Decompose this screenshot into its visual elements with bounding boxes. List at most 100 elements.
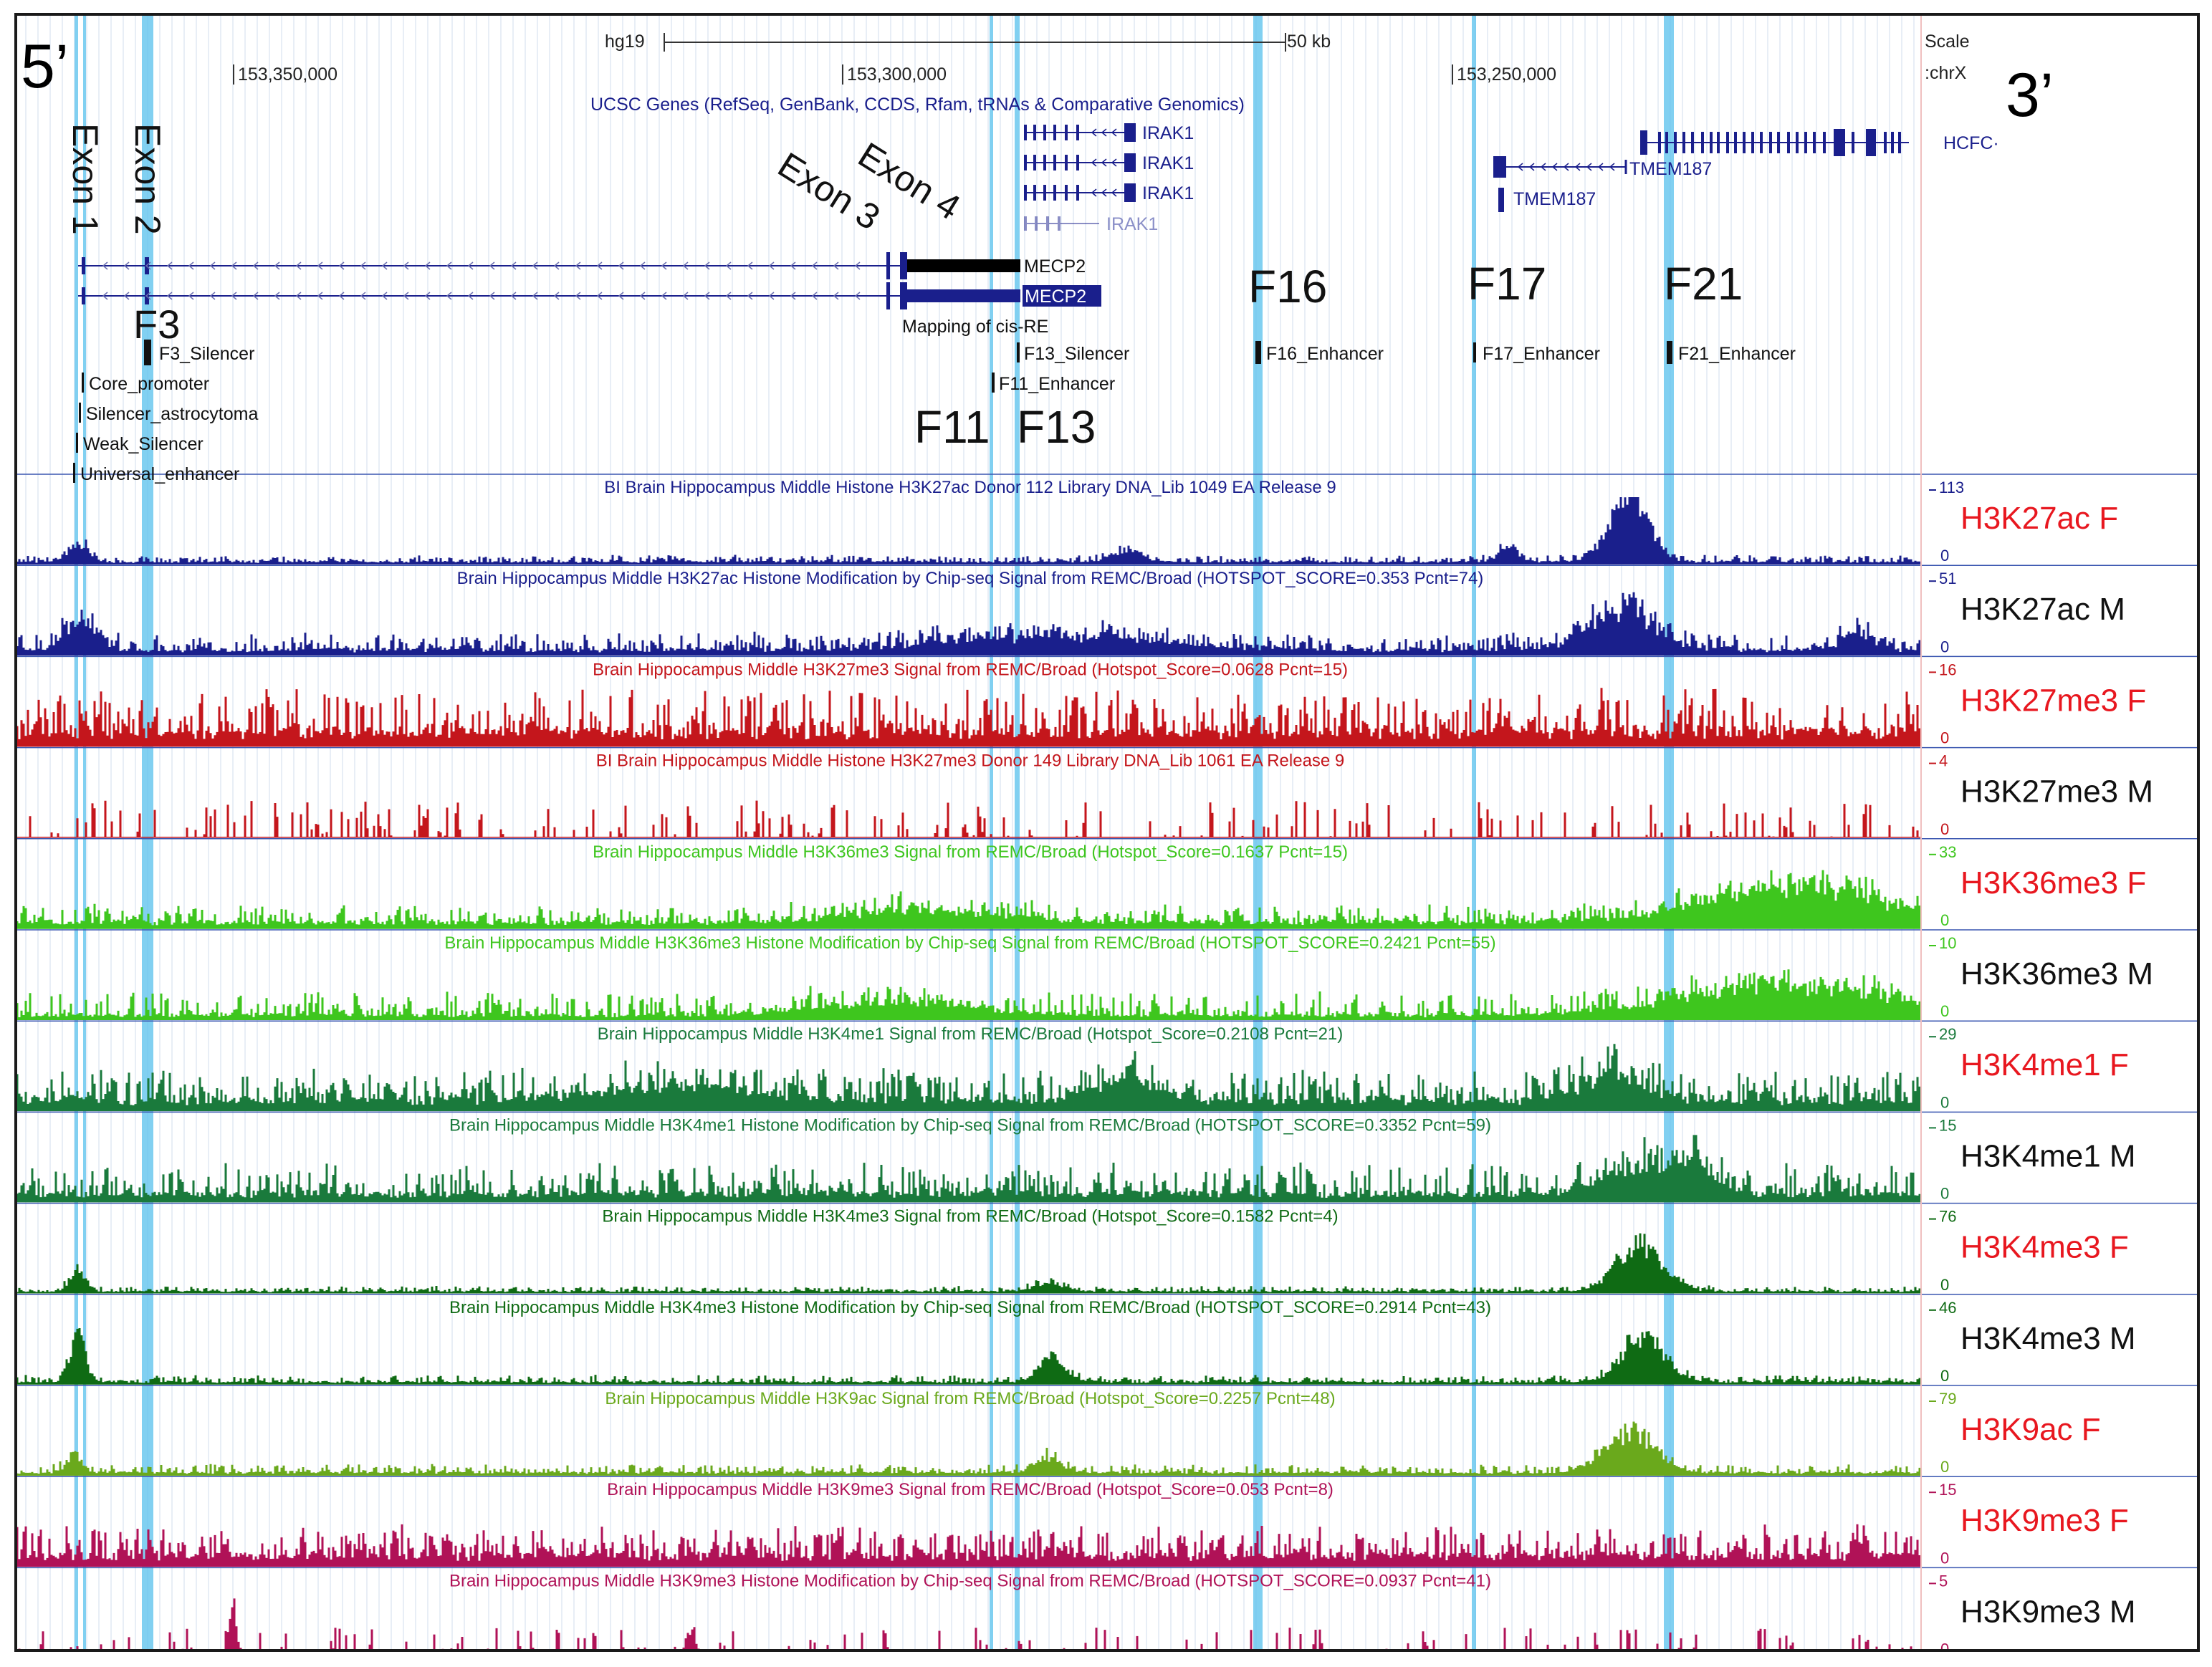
hcfc-label: HCFC·	[1943, 133, 1999, 153]
track-min-label: 0	[1940, 1185, 1949, 1203]
mecp2-transcripts	[78, 252, 1020, 309]
big-element-label: F13	[1017, 401, 1096, 453]
track-max-label: 5	[1939, 1572, 1948, 1590]
three-prime-label: 3’	[2006, 61, 2054, 130]
track-title: BI Brain Hippocampus Middle Histone H3K2…	[604, 478, 1336, 497]
cisre-label: Universal_enhancer	[80, 464, 239, 484]
track-side-label: H3K4me3 M	[1960, 1321, 2136, 1356]
track-title: Brain Hippocampus Middle H3K4me3 Signal …	[602, 1207, 1338, 1226]
track-title: BI Brain Hippocampus Middle Histone H3K2…	[596, 751, 1345, 771]
cisre-label: F16_Enhancer	[1266, 344, 1384, 364]
irak1-label: IRAK1	[1142, 123, 1194, 143]
track-max-label: 51	[1939, 570, 1956, 587]
irak1-transcript	[1024, 123, 1136, 142]
track-title: Brain Hippocampus Middle H3K36me3 Histon…	[444, 933, 1495, 953]
coord-label: 153,300,000	[847, 64, 947, 85]
track-min-label: 0	[1940, 1002, 1949, 1020]
track-max-label: 113	[1939, 479, 1964, 496]
region-highlight	[1664, 16, 1674, 1649]
track-side-label: H3K9me3 F	[1960, 1503, 2129, 1538]
track-title: Brain Hippocampus Middle H3K36me3 Signal…	[593, 842, 1348, 862]
region-highlight	[83, 16, 86, 1649]
chrom-label: :chrX	[1925, 63, 1967, 83]
cisre-label: F17_Enhancer	[1483, 344, 1600, 364]
big-element-label: F17	[1468, 258, 1546, 309]
cisre-elements	[73, 340, 1672, 483]
track-separators	[17, 474, 2197, 1569]
track-title: Brain Hippocampus Middle H3K9me3 Histone…	[449, 1571, 1491, 1590]
tmem187-transcripts	[1493, 156, 1627, 212]
track-labels: BI Brain Hippocampus Middle Histone H3K2…	[444, 478, 2153, 1658]
coord-label: 153,250,000	[1457, 64, 1556, 85]
signal-track	[16, 1044, 1921, 1111]
exon1-label: Exon 1	[65, 123, 105, 235]
region-highlight	[1015, 16, 1020, 1649]
irak1-transcripts	[1024, 123, 1136, 231]
track-side-label: H3K4me1 M	[1960, 1138, 2136, 1173]
cisre-label: F3_Silencer	[159, 344, 254, 364]
irak1-label: IRAK1	[1106, 214, 1158, 234]
mecp2-label: MECP2	[1025, 287, 1086, 307]
signal-track	[16, 1524, 1921, 1567]
region-highlight	[990, 16, 993, 1649]
exon2-label: Exon 2	[128, 123, 168, 235]
track-side-label: H3K4me1 F	[1960, 1047, 2129, 1082]
track-max-label: 10	[1939, 934, 1956, 952]
coordinate-ticks	[233, 64, 1453, 85]
irak1-transcript	[1024, 183, 1136, 202]
scale-bar-label: 50 kb	[1287, 32, 1331, 52]
track-title: Brain Hippocampus Middle H3K4me1 Signal …	[598, 1024, 1344, 1044]
signal-track	[16, 1328, 1921, 1384]
track-side-label: H3K9me3 M	[1960, 1594, 2136, 1629]
track-title: Brain Hippocampus Middle H3K27ac Histone…	[457, 569, 1484, 588]
mecp2-label: MECP2	[1024, 256, 1086, 277]
track-side-label: H3K9ac F	[1960, 1412, 2101, 1447]
region-highlight	[142, 16, 153, 1649]
track-title: Brain Hippocampus Middle H3K4me1 Histone…	[449, 1115, 1491, 1135]
signal-track	[16, 1421, 1921, 1476]
track-max-label: 16	[1939, 660, 1956, 678]
signal-track	[16, 870, 1921, 928]
big-element-label: F16	[1248, 261, 1327, 312]
track-side-label: H3K36me3 M	[1960, 956, 2153, 991]
track-max-label: 79	[1939, 1390, 1956, 1408]
browser-canvas: hg19 50 kb Scale :chrX 5’ 3’ 153,350,000…	[16, 16, 2197, 1658]
region-highlight	[1472, 16, 1476, 1649]
track-min-label: 0	[1940, 1276, 1949, 1294]
mecp2-label-highlight	[1023, 285, 1101, 307]
track-title: Brain Hippocampus Middle H3K4me3 Histone…	[449, 1298, 1491, 1317]
genome-browser-figure: hg19 50 kb Scale :chrX 5’ 3’ 153,350,000…	[14, 13, 2200, 1658]
track-max-label: 15	[1939, 1481, 1956, 1499]
cisre-label: F13_Silencer	[1024, 344, 1129, 364]
signal-track	[29, 800, 1919, 837]
five-prime-label: 5’	[21, 32, 69, 101]
track-max-label: 76	[1939, 1208, 1956, 1226]
track-min-label: 0	[1940, 729, 1949, 747]
irak1-label: IRAK1	[1142, 153, 1194, 173]
track-side-label: H3K27me3 M	[1960, 774, 2153, 810]
track-title: Brain Hippocampus Middle H3K27me3 Signal…	[593, 660, 1348, 679]
track-max-label: 29	[1939, 1025, 1956, 1043]
tmem187-label: TMEM187	[1629, 159, 1712, 179]
hcfc-transcript	[1640, 129, 1909, 156]
big-element-label: F21	[1664, 258, 1743, 309]
coord-label: 153,350,000	[238, 64, 337, 85]
signal-track	[16, 969, 1921, 1020]
track-side-label: H3K36me3 F	[1960, 865, 2146, 900]
cisre-label: Weak_Silencer	[83, 434, 204, 454]
track-max-label: 4	[1939, 752, 1948, 770]
signal-track	[18, 1598, 1912, 1658]
cisre-label: Core_promoter	[89, 374, 209, 394]
signal-track	[16, 688, 1921, 746]
track-min-label: 0	[1940, 547, 1949, 565]
irak1-transcript	[1024, 153, 1136, 172]
cisre-track-title: Mapping of cis-RE	[902, 317, 1048, 337]
assembly-label: hg19	[605, 32, 645, 52]
track-min-label: 0	[1940, 638, 1949, 655]
scale-bar	[664, 33, 1286, 52]
signal-track	[16, 1135, 1921, 1202]
track-min-label: 0	[1940, 1458, 1949, 1476]
signal-track	[16, 592, 1921, 655]
mecp2-strand-arrows	[102, 128, 1615, 300]
track-max-label: 46	[1939, 1299, 1956, 1317]
